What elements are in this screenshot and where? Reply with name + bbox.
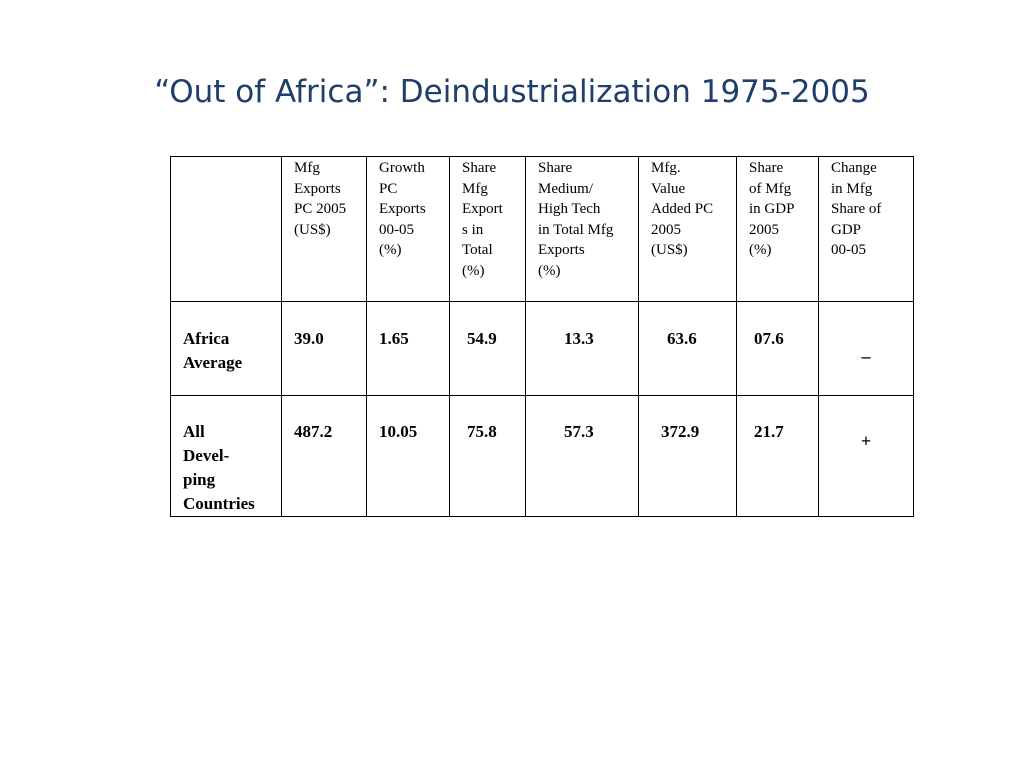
value-cell: 487.2 — [281, 395, 367, 517]
value-cell: 63.6 — [638, 301, 737, 396]
value-cell: 75.8 — [449, 395, 526, 517]
corner-cell — [170, 156, 282, 302]
value-cell: 54.9 — [449, 301, 526, 396]
value-cell: _ — [818, 301, 914, 396]
header-cell: Growth PC Exports 00-05 (%) — [366, 156, 450, 302]
value-cell: + — [818, 395, 914, 517]
value-cell: 57.3 — [525, 395, 639, 517]
header-row: Mfg Exports PC 2005 (US$) Growth PC Expo… — [170, 156, 914, 302]
row-label-cell: All Devel- ping Countries — [170, 395, 282, 517]
table-row: Africa Average 39.0 1.65 54.9 13.3 63.6 … — [170, 301, 914, 396]
value-cell: 39.0 — [281, 301, 367, 396]
value-cell: 13.3 — [525, 301, 639, 396]
value-cell: 10.05 — [366, 395, 450, 517]
value-cell: 07.6 — [736, 301, 819, 396]
value-cell: 21.7 — [736, 395, 819, 517]
row-label-cell: Africa Average — [170, 301, 282, 396]
value-cell: 1.65 — [366, 301, 450, 396]
header-cell: Share Medium/ High Tech in Total Mfg Exp… — [525, 156, 639, 302]
header-cell: Share Mfg Export s in Total (%) — [449, 156, 526, 302]
header-cell: Mfg. Value Added PC 2005 (US$) — [638, 156, 737, 302]
value-cell: 372.9 — [638, 395, 737, 517]
slide-title: “Out of Africa”: Deindustrialization 197… — [154, 74, 870, 110]
data-table: Mfg Exports PC 2005 (US$) Growth PC Expo… — [170, 156, 914, 517]
header-cell: Change in Mfg Share of GDP 00-05 — [818, 156, 914, 302]
table-row: All Devel- ping Countries 487.2 10.05 75… — [170, 395, 914, 517]
header-cell: Mfg Exports PC 2005 (US$) — [281, 156, 367, 302]
header-cell: Share of Mfg in GDP 2005 (%) — [736, 156, 819, 302]
